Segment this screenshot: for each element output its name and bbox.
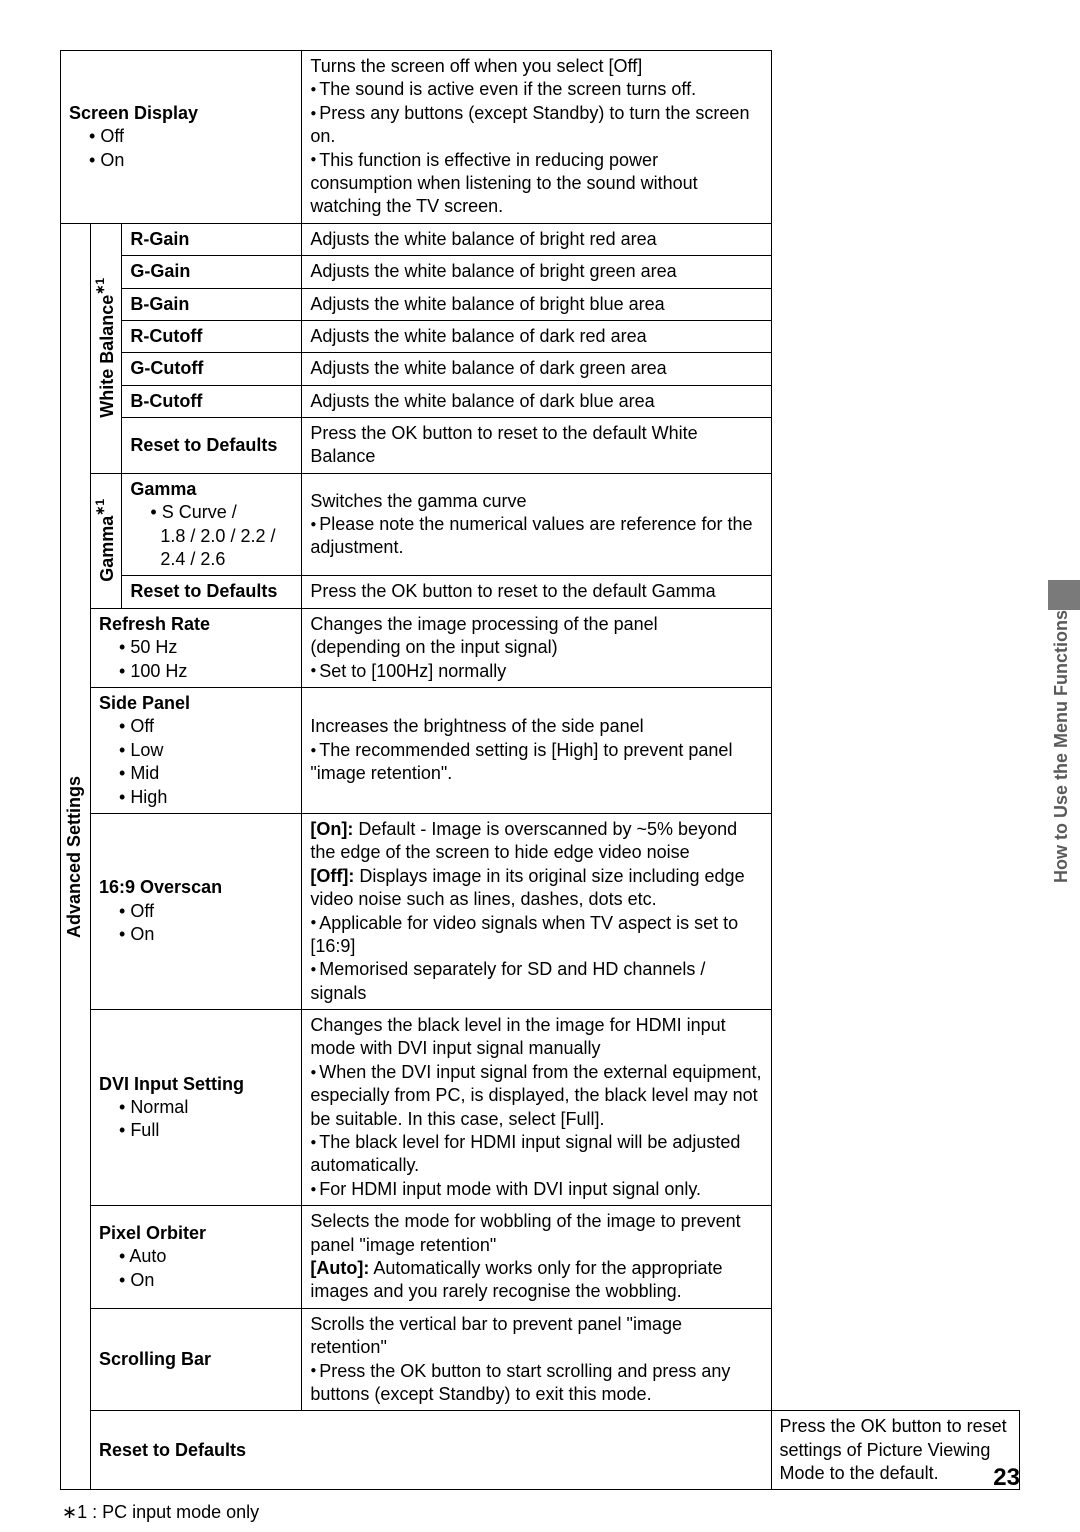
desc-line: For HDMI input mode with DVI input signa… — [310, 1178, 762, 1201]
white-balance-label-cell: White Balance∗1 — [91, 223, 122, 473]
desc-line: Applicable for video signals when TV asp… — [310, 912, 762, 959]
reset-all-desc: Press the OK button to reset settings of… — [771, 1411, 1019, 1490]
desc-line: Set to [100Hz] normally — [310, 660, 762, 683]
dvi-title: DVI Input Setting — [99, 1073, 293, 1096]
desc-line: Turns the screen off when you select [Of… — [310, 55, 762, 78]
sidepanel-title: Side Panel — [99, 692, 293, 715]
bgain-title: B-Gain — [122, 288, 302, 320]
overscan-title: 16:9 Overscan — [99, 876, 293, 899]
rgain-desc: Adjusts the white balance of bright red … — [302, 223, 771, 255]
sidepanel-cell: Side Panel Off Low Mid High — [91, 687, 302, 813]
desc-line: When the DVI input signal from the exter… — [310, 1061, 762, 1131]
ggain-desc: Adjusts the white balance of bright gree… — [302, 256, 771, 288]
desc-line: (depending on the input signal) — [310, 636, 762, 659]
desc-line: Switches the gamma curve — [310, 490, 762, 513]
bcut-desc: Adjusts the white balance of dark blue a… — [302, 385, 771, 417]
gamma-cell: Gamma S Curve / 1.8 / 2.0 / 2.2 / 2.4 / … — [122, 473, 302, 576]
dvi-cell: DVI Input Setting Normal Full — [91, 1010, 302, 1206]
footnote: ∗1 : PC input mode only — [60, 1502, 1020, 1523]
gamma-reset-desc: Press the OK button to reset to the defa… — [302, 576, 771, 608]
pixel-desc: Selects the mode for wobbling of the ima… — [302, 1206, 771, 1309]
overscan-desc: [On]: Default - Image is overscanned by … — [302, 813, 771, 1009]
manual-page: Screen Display Off On Turns the screen o… — [0, 0, 1080, 1523]
desc-line: The black level for HDMI input signal wi… — [310, 1131, 762, 1178]
bgain-desc: Adjusts the white balance of bright blue… — [302, 288, 771, 320]
wb-reset-desc: Press the OK button to reset to the defa… — [302, 418, 771, 474]
opt: On — [119, 923, 293, 946]
opt: 100 Hz — [119, 660, 293, 683]
desc-line: Scrolls the vertical bar to prevent pane… — [310, 1313, 762, 1360]
refresh-title: Refresh Rate — [99, 613, 293, 636]
desc-line: This function is effective in reducing p… — [310, 149, 762, 219]
opt: 50 Hz — [119, 636, 293, 659]
desc-line: Press the OK button to start scrolling a… — [310, 1360, 762, 1407]
opt: 1.8 / 2.0 / 2.2 / 2.4 / 2.6 — [150, 525, 293, 572]
ggain-title: G-Gain — [122, 256, 302, 288]
advanced-settings-label: Advanced Settings — [63, 776, 86, 938]
desc-line: [Off]: Displays image in its original si… — [310, 865, 762, 912]
desc-line: [On]: Default - Image is overscanned by … — [310, 818, 762, 865]
opt: Full — [119, 1119, 293, 1142]
desc-line: Please note the numerical values are ref… — [310, 513, 762, 560]
gamma-desc: Switches the gamma curve Please note the… — [302, 473, 771, 576]
pixel-title: Pixel Orbiter — [99, 1222, 293, 1245]
scroll-title: Scrolling Bar — [99, 1348, 293, 1371]
opt: On — [119, 1269, 293, 1292]
desc-line: Selects the mode for wobbling of the ima… — [310, 1210, 762, 1257]
gamma-reset-title: Reset to Defaults — [122, 576, 302, 608]
desc-line: Changes the black level in the image for… — [310, 1014, 762, 1061]
desc-line: The recommended setting is [High] to pre… — [310, 739, 762, 786]
refresh-cell: Refresh Rate 50 Hz 100 Hz — [91, 608, 302, 687]
desc-line: Press any buttons (except Standby) to tu… — [310, 102, 762, 149]
gcut-title: G-Cutoff — [122, 353, 302, 385]
sidepanel-desc: Increases the brightness of the side pan… — [302, 687, 771, 813]
overscan-cell: 16:9 Overscan Off On — [91, 813, 302, 1009]
opt: Off — [119, 715, 293, 738]
desc-line: [Auto]: Automatically works only for the… — [310, 1257, 762, 1304]
opt: Mid — [119, 762, 293, 785]
opt: Off — [89, 125, 293, 148]
gamma-title: Gamma — [130, 478, 293, 501]
rcut-desc: Adjusts the white balance of dark red ar… — [302, 320, 771, 352]
opt: Low — [119, 739, 293, 762]
bcut-title: B-Cutoff — [122, 385, 302, 417]
settings-table: Screen Display Off On Turns the screen o… — [60, 50, 1020, 1490]
dvi-desc: Changes the black level in the image for… — [302, 1010, 771, 1206]
pixel-cell: Pixel Orbiter Auto On — [91, 1206, 302, 1309]
rgain-title: R-Gain — [122, 223, 302, 255]
screen-display-desc: Turns the screen off when you select [Of… — [302, 51, 771, 224]
desc-line: The sound is active even if the screen t… — [310, 78, 762, 101]
opt: On — [89, 149, 293, 172]
refresh-desc: Changes the image processing of the pane… — [302, 608, 771, 687]
wb-reset-title: Reset to Defaults — [122, 418, 302, 474]
screen-display-cell: Screen Display Off On — [61, 51, 302, 224]
screen-display-title: Screen Display — [69, 102, 293, 125]
desc-line: Changes the image processing of the pane… — [310, 613, 762, 636]
rcut-title: R-Cutoff — [122, 320, 302, 352]
gamma-label-cell: Gamma∗1 — [91, 473, 122, 608]
advanced-settings-label-cell: Advanced Settings — [61, 223, 91, 1490]
scroll-desc: Scrolls the vertical bar to prevent pane… — [302, 1308, 771, 1411]
reset-all-title: Reset to Defaults — [91, 1411, 772, 1490]
opt: Auto — [119, 1245, 293, 1268]
opt: High — [119, 786, 293, 809]
desc-line: Memorised separately for SD and HD chann… — [310, 958, 762, 1005]
white-balance-label: White Balance∗1 — [93, 278, 119, 418]
opt: S Curve / — [150, 501, 293, 524]
page-number: 23 — [993, 1464, 1020, 1492]
opt: Off — [119, 900, 293, 923]
gcut-desc: Adjusts the white balance of dark green … — [302, 353, 771, 385]
desc-line: Increases the brightness of the side pan… — [310, 715, 762, 738]
gamma-label: Gamma∗1 — [93, 499, 119, 582]
opt: Normal — [119, 1096, 293, 1119]
scroll-cell: Scrolling Bar — [91, 1308, 302, 1411]
